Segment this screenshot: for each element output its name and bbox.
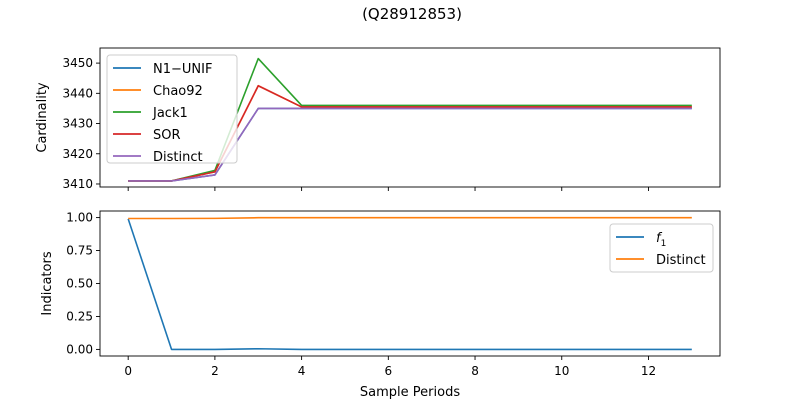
x-tick-label: 6 [385, 364, 393, 378]
legend: f1 Distinct [609, 223, 714, 273]
x-axis-label: Sample Periods [360, 385, 460, 400]
y-axis-label: Cardinality [35, 82, 50, 153]
x-tick-label: 4 [298, 364, 306, 378]
y-tick-label: 0.50 [66, 277, 93, 291]
axes-frame [99, 47, 721, 188]
legend-label-2: Jack1 [152, 106, 188, 121]
cardinality-plot: 3410 3420 3430 3440 3450 Cardinality N1−UNIF Ch… [35, 47, 721, 191]
x-tick-label: 8 [471, 364, 479, 378]
legend-label-0: N1−UNIF [153, 62, 212, 77]
x-tick-label: 12 [641, 364, 656, 378]
series-line-1 [128, 216, 692, 220]
y-tick-label: 3440 [62, 86, 93, 100]
figure-title: (Q28912853) [362, 5, 462, 23]
y-tick-label: 1.00 [66, 211, 93, 225]
legend-box [609, 223, 714, 273]
y-axis-label: Indicators [40, 251, 55, 315]
legend-label-1: Chao92 [153, 84, 203, 99]
legend-label-0: f1 [656, 231, 666, 249]
legend-label-3: SOR [153, 128, 181, 143]
indicators-plot: 0 2 4 6 8 10 12 0.00 0.25 0.50 0.75 1.00 Indicators S… [40, 210, 721, 400]
y-tick-label: 0.00 [66, 342, 93, 356]
series-line-4 [128, 107, 692, 182]
x-tick-label: 2 [211, 364, 219, 378]
x-tick-label: 10 [554, 364, 569, 378]
legend-label-1: Distinct [656, 253, 706, 268]
y-tick-label: 3430 [62, 117, 93, 131]
series-line-0 [127, 218, 692, 351]
x-tick-label: 0 [124, 364, 132, 378]
y-tick-label: 3450 [62, 56, 93, 70]
legend-box [106, 54, 238, 164]
y-tick-label: 0.75 [66, 244, 93, 258]
y-tick-label: 0.25 [66, 309, 93, 323]
legend: N1−UNIF Chao92 Jack1 SOR Distinct [106, 54, 238, 165]
legend-label-4: Distinct [153, 150, 203, 165]
y-tick-label: 3420 [62, 147, 93, 161]
y-tick-label: 3410 [62, 177, 93, 191]
